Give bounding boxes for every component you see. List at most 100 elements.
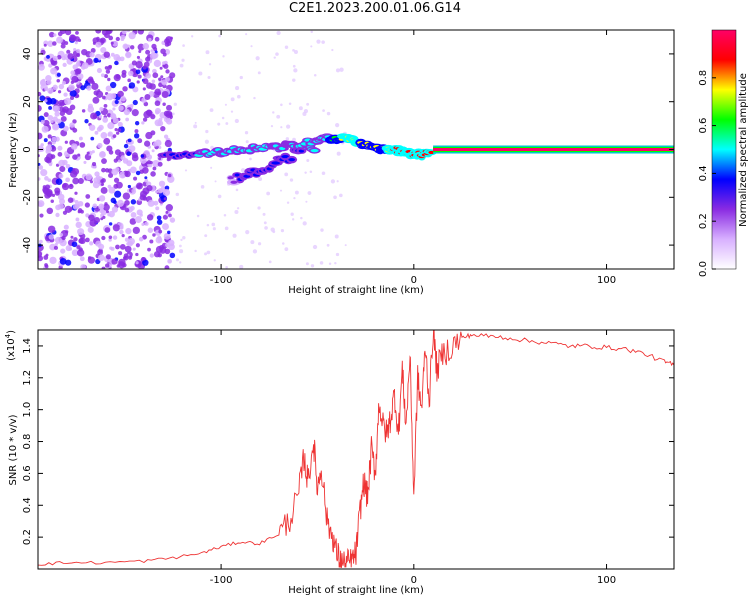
spectrogram-noise-point xyxy=(322,109,325,112)
spectrogram-noise-point xyxy=(250,45,253,48)
spectrogram-noise-point xyxy=(326,243,330,247)
spectrogram-noise-point xyxy=(163,232,171,240)
snr-x-tick-label: -100 xyxy=(210,575,233,586)
spectrogram-noise-point xyxy=(167,258,172,264)
spectrogram-noise-point xyxy=(158,180,166,187)
spectrogram-noise-point xyxy=(111,206,119,213)
spectrogram-noise-point xyxy=(71,241,78,248)
spectrogram-noise-point xyxy=(205,129,209,134)
spectrogram-noise-point xyxy=(181,58,185,62)
spectrogram-noise-point xyxy=(64,140,68,144)
spectrogram-noise-point xyxy=(124,170,131,178)
spectrogram-noise-point xyxy=(91,80,95,85)
spectrogram-noise-point xyxy=(92,203,98,209)
spectrogram-noise-point xyxy=(108,235,113,240)
snr-y-axis-label: SNR (10 * v/v) xyxy=(8,414,19,485)
spectrogram-noise-point xyxy=(49,256,57,265)
spectrogram-noise-point xyxy=(284,247,289,252)
spectrogram-noise-point xyxy=(90,136,95,141)
spectrogram-noise-point xyxy=(43,138,48,143)
spectrogram-noise-point xyxy=(245,33,248,36)
spectrogram-noise-point xyxy=(147,227,154,233)
spectrogram-noise-point xyxy=(164,248,171,255)
spectrogram-noise-point xyxy=(165,110,173,119)
spectrogram-noise-point xyxy=(102,203,110,211)
spectrogram-noise-point xyxy=(91,162,97,167)
spectrogram-noise-point xyxy=(149,239,154,244)
spectrogram-noise-point xyxy=(38,201,41,206)
spectrogram-noise-point xyxy=(127,184,132,189)
spectrogram-noise-point xyxy=(65,230,69,234)
spectrogram-noise-point xyxy=(100,179,104,184)
spectrogram-noise-point xyxy=(47,87,54,94)
spectrogram-noise-point xyxy=(120,37,125,42)
spectrogram-noise-point xyxy=(270,125,274,128)
spectrogram-noise-point xyxy=(284,45,289,49)
spectrogram-noise-point xyxy=(110,52,115,57)
spectrogram-noise-point xyxy=(64,97,72,105)
spectrogram-noise-point xyxy=(65,177,70,183)
spectrogram-noise-point xyxy=(69,170,78,178)
spectrogram-noise-point xyxy=(127,255,133,260)
spectrogram-noise-point xyxy=(104,168,110,173)
spectrogram-noise-point xyxy=(159,66,163,70)
spectrogram-noise-point xyxy=(134,120,140,126)
spectrogram-noise-point xyxy=(60,115,67,122)
spectrogram-noise-point xyxy=(71,249,79,257)
spectrogram-noise-point xyxy=(38,145,44,153)
spectrogram-noise-point xyxy=(293,68,298,73)
spectrogram-noise-point xyxy=(54,187,61,194)
spectrogram-noise-point xyxy=(59,165,66,173)
spectrogram-branch-point xyxy=(230,180,238,184)
spectrogram-noise-point xyxy=(127,138,132,143)
spectrogram-noise-point xyxy=(65,245,72,252)
spectrogram-noise-point xyxy=(279,189,283,192)
spectrogram-noise-point xyxy=(168,213,172,218)
spectrogram-noise-point xyxy=(40,119,45,125)
spectrogram-noise-point xyxy=(158,146,162,150)
spectrogram-noise-point xyxy=(239,264,244,269)
spectrogram-noise-point xyxy=(58,173,64,179)
snr-y-tick-label: 0.8 xyxy=(22,434,33,450)
spectrogram-noise-point xyxy=(112,117,119,124)
spectrogram-noise-point xyxy=(115,167,120,172)
spectrogram-noise-point xyxy=(66,49,71,54)
spectrogram-noise-point xyxy=(101,235,106,241)
spectrogram-noise-point xyxy=(88,76,94,82)
spectrogram-noise-point xyxy=(169,217,176,223)
spectrogram-noise-point xyxy=(136,209,143,216)
spectrogram-noise-point xyxy=(289,178,294,182)
spectrogram-noise-point xyxy=(232,233,237,238)
spectrogram-noise-point xyxy=(61,55,66,61)
spectrogram-noise-point xyxy=(335,123,340,128)
spectrogram-noise-point xyxy=(93,165,97,169)
spectrogram-noise-point xyxy=(116,264,121,268)
spectrogram-noise-point xyxy=(57,151,63,157)
spectrogram-noise-point xyxy=(285,137,290,141)
spectrogram-noise-point xyxy=(152,91,160,99)
spectrogram-noise-point xyxy=(206,223,210,227)
spectrogram-noise-point xyxy=(107,65,112,70)
spectrogram-noise-point xyxy=(146,214,154,221)
spectrogram-noise-point xyxy=(213,259,216,262)
spectrogram-noise-point xyxy=(162,188,171,197)
spectrogram-noise-point xyxy=(45,75,52,82)
spectrogram-noise-point xyxy=(101,95,106,100)
spectrogram-noise-point xyxy=(141,121,145,125)
spectrogram-noise-point xyxy=(245,140,249,144)
spectrogram-noise-point xyxy=(55,204,61,211)
spectrogram-noise-point xyxy=(99,106,104,112)
spectrogram-noise-point xyxy=(124,44,129,49)
spectrogram-noise-point xyxy=(145,56,151,62)
spectrogram-noise-point xyxy=(53,105,60,113)
spectrogram-noise-point xyxy=(115,244,120,250)
spectrogram-noise-point xyxy=(302,111,307,116)
spectrogram-noise-point xyxy=(63,92,68,97)
spectrogram-noise-point xyxy=(44,176,49,181)
snr-y-tick-label: 1.0 xyxy=(22,402,33,418)
spectrogram-noise-point xyxy=(165,118,173,125)
spectrogram-noise-point xyxy=(255,56,260,61)
spectrogram-noise-point xyxy=(38,250,43,258)
spectrogram-noise-point xyxy=(97,142,103,149)
spectrogram-noise-point xyxy=(164,265,170,269)
